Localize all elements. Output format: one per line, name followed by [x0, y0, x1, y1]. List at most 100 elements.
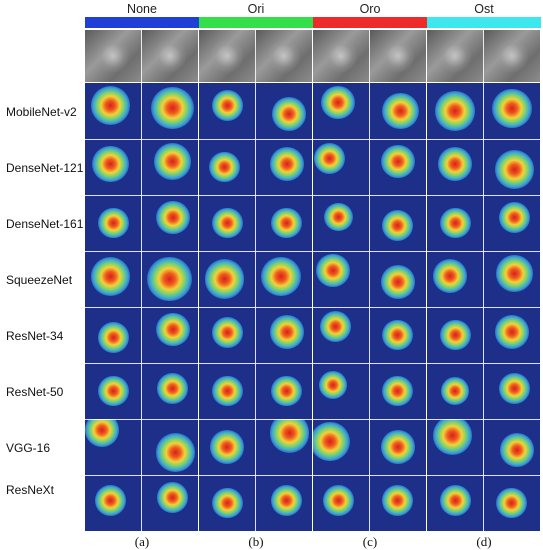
- heat-blob: [204, 259, 245, 299]
- heatmap-densenet-121-oro-1: [313, 139, 370, 195]
- tile-divider: [141, 83, 142, 531]
- heat-blob: [380, 430, 415, 464]
- heatmap-densenet-161-oro-2: [369, 195, 426, 251]
- heatmap-resnet-34-none-2: [141, 307, 198, 363]
- heat-blob: [210, 430, 245, 464]
- panel-label-b: (b): [248, 534, 264, 549]
- heat-blob: [269, 419, 310, 453]
- sample-texture: [97, 39, 130, 73]
- heat-blob: [272, 97, 307, 131]
- heat-blob: [211, 207, 243, 239]
- heat-blob: [154, 143, 191, 180]
- column-label-oro: Oro: [359, 2, 381, 16]
- heatmap-densenet-161-oro-1: [313, 195, 370, 251]
- column-color-bar-ost: [427, 17, 541, 28]
- heat-blob: [499, 202, 531, 233]
- heat-blob: [97, 207, 129, 239]
- heat-blob: [382, 319, 414, 351]
- heatmap-densenet-161-ost-1: [427, 195, 484, 251]
- heatmap-densenet-121-ori-2: [255, 139, 312, 195]
- heatmap-squeezenet-oro-2: [369, 251, 426, 307]
- heatmap-resnet-50-ori-1: [199, 363, 256, 419]
- heat-blob: [271, 207, 303, 239]
- row-label-resnext: ResNeXt: [6, 483, 55, 497]
- row-label-densenet-121: DenseNet-121: [6, 161, 84, 175]
- tile-divider: [369, 30, 370, 82]
- heat-blob: [439, 319, 471, 351]
- heatmap-resnet-34-oro-1: [313, 307, 370, 363]
- tile-divider: [141, 30, 142, 82]
- heatmap-mobilenet-v2-none-1: [85, 83, 142, 139]
- heat-blob: [432, 259, 467, 293]
- sample-image-ost-1: [427, 30, 484, 82]
- heat-blob: [313, 421, 350, 461]
- heatmap-mobilenet-v2-ost-1: [427, 83, 484, 139]
- heat-blob: [439, 207, 471, 239]
- heat-blob: [439, 484, 471, 516]
- heatmap-densenet-121-none-1: [85, 139, 142, 195]
- heat-blob: [155, 200, 190, 235]
- heatmap-resnet-50-ost-2: [483, 363, 540, 419]
- heat-blob: [315, 253, 350, 288]
- heatmap-densenet-121-ost-1: [427, 139, 484, 195]
- heat-blob: [211, 316, 243, 348]
- heatmap-resnet-50-oro-1: [313, 363, 370, 419]
- heatmap-mobilenet-v2-oro-1: [313, 83, 370, 139]
- heat-blob: [157, 482, 189, 513]
- heatmap-resnet-34-ori-1: [199, 307, 256, 363]
- heat-blob: [491, 88, 532, 128]
- heatmap-panel-ori: [199, 83, 312, 531]
- heatmap-densenet-161-ori-2: [255, 195, 312, 251]
- heat-blob: [382, 210, 414, 242]
- heatmap-resnext-oro-2: [369, 475, 426, 531]
- heatmap-panel-ost: [427, 83, 540, 531]
- heatmap-panel-oro: [313, 83, 426, 531]
- heat-blob: [441, 377, 470, 405]
- panel-label-d: (d): [476, 534, 492, 549]
- heat-blob: [324, 203, 353, 232]
- heatmap-densenet-161-ori-1: [199, 195, 256, 251]
- heatmap-vgg-16-ori-1: [199, 419, 256, 475]
- heatmap-squeezenet-ori-1: [199, 251, 256, 307]
- row-label-densenet-161: DenseNet-161: [6, 217, 84, 231]
- column-header-oro: Oro: [313, 2, 427, 30]
- heat-blob: [155, 312, 190, 347]
- heatmap-vgg-16-oro-1: [313, 419, 370, 475]
- heat-blob: [438, 147, 473, 181]
- sample-image-oro-1: [313, 30, 370, 82]
- heatmap-squeezenet-ost-1: [427, 251, 484, 307]
- heat-blob: [318, 371, 347, 400]
- heatmap-resnet-50-ost-1: [427, 363, 484, 419]
- heat-blob: [90, 256, 131, 296]
- sample-image-none-1: [85, 30, 142, 82]
- panel-label-c: (c): [362, 534, 378, 549]
- heatmap-resnext-ori-2: [255, 475, 312, 531]
- heatmap-resnet-34-ost-1: [427, 307, 484, 363]
- heatmap-resnet-34-ori-2: [255, 307, 312, 363]
- heat-blob: [271, 484, 303, 516]
- heatmap-panel-none: [85, 83, 198, 531]
- heat-blob: [380, 265, 415, 299]
- heatmap-resnext-oro-1: [313, 475, 370, 531]
- heat-blob: [269, 147, 304, 181]
- heatmap-densenet-121-ost-2: [483, 139, 540, 195]
- heat-blob: [97, 375, 129, 407]
- column-color-bar-none: [85, 17, 199, 28]
- heat-blob: [499, 372, 531, 404]
- row-label-vgg-16: VGG-16: [6, 441, 51, 455]
- heat-blob: [432, 419, 473, 456]
- heat-blob: [322, 484, 354, 516]
- heatmap-mobilenet-v2-oro-2: [369, 83, 426, 139]
- heat-blob: [97, 322, 129, 354]
- heatmap-squeezenet-ost-2: [483, 251, 540, 307]
- row-label-squeezenet: SqueezeNet: [6, 273, 73, 287]
- sample-texture: [153, 39, 186, 73]
- heatmap-densenet-121-ori-1: [199, 139, 256, 195]
- heat-blob: [320, 311, 352, 342]
- heat-blob: [314, 143, 346, 174]
- heatmap-vgg-16-none-1: [85, 419, 142, 475]
- heatmap-densenet-161-none-2: [141, 195, 198, 251]
- heat-blob: [261, 256, 301, 296]
- heat-blob: [90, 85, 131, 125]
- panel-label-a: (a): [134, 534, 150, 549]
